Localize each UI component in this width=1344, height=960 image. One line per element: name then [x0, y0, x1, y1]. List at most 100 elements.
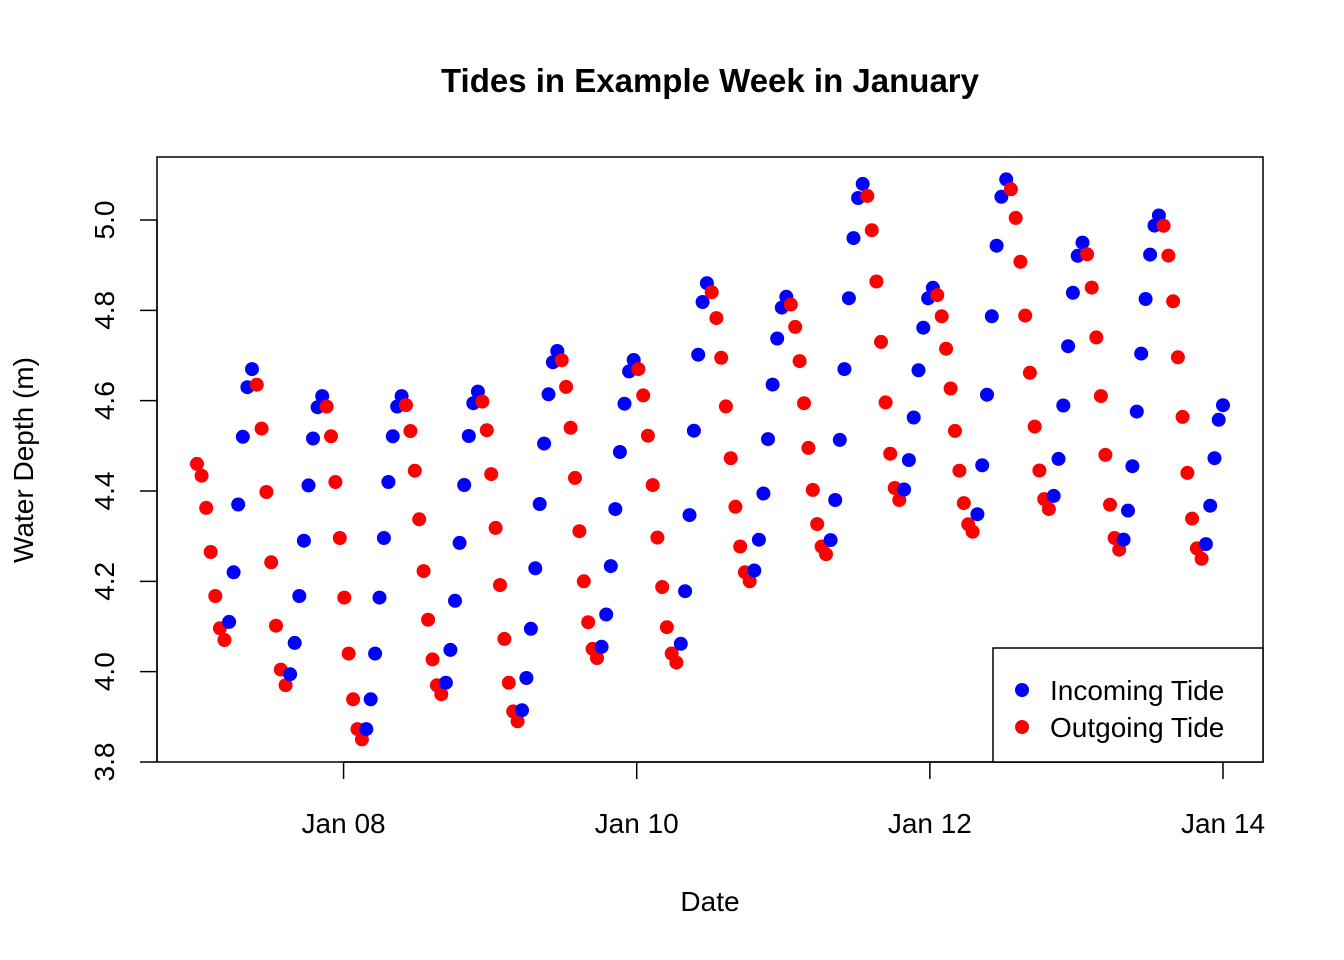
- y-tick-label: 5.0: [89, 201, 120, 240]
- incoming-tide-point: [980, 387, 994, 402]
- incoming-tide-segment: [970, 172, 1014, 522]
- outgoing-tide-point: [554, 353, 569, 368]
- outgoing-tide-segment: [1156, 218, 1209, 566]
- incoming-tide-point: [443, 642, 458, 657]
- outgoing-tide-point: [934, 309, 949, 324]
- outgoing-tide-point: [337, 590, 352, 605]
- outgoing-tide-segment: [249, 377, 293, 693]
- outgoing-tide-point: [493, 578, 507, 593]
- outgoing-tide-point: [1027, 419, 1042, 434]
- outgoing-tide-point: [965, 524, 980, 539]
- outgoing-tide-point: [1022, 365, 1037, 380]
- incoming-tide-point: [770, 331, 785, 346]
- outgoing-tide-point: [1093, 389, 1108, 404]
- outgoing-tide-point: [194, 468, 209, 483]
- outgoing-tide-point: [723, 451, 738, 466]
- outgoing-tide-point: [797, 396, 811, 411]
- incoming-tide-point: [1116, 532, 1131, 547]
- outgoing-tide-point: [810, 517, 825, 532]
- incoming-tide-segment: [1198, 398, 1230, 552]
- outgoing-tide-point: [714, 350, 729, 365]
- incoming-tide-point: [686, 423, 701, 438]
- outgoing-tide-point: [943, 381, 958, 396]
- incoming-tide-point: [906, 410, 921, 425]
- incoming-tide-point: [461, 429, 476, 443]
- incoming-tide-point: [1056, 398, 1071, 413]
- incoming-tide-point: [984, 309, 999, 324]
- outgoing-tide-point: [1103, 497, 1117, 512]
- outgoing-tide-segment: [1003, 182, 1056, 517]
- incoming-tide-point: [537, 436, 552, 451]
- incoming-tide-point: [678, 584, 693, 599]
- outgoing-tide-point: [407, 463, 422, 478]
- incoming-tide-point: [381, 475, 396, 489]
- outgoing-tide-point: [869, 274, 884, 289]
- outgoing-tide-segment: [783, 297, 833, 562]
- incoming-tide-point: [673, 636, 688, 651]
- incoming-tide-point: [761, 432, 775, 447]
- outgoing-tide-point: [1098, 447, 1113, 462]
- outgoing-tide-point: [728, 499, 743, 514]
- outgoing-tide-point: [346, 692, 361, 707]
- incoming-tide-point: [1198, 537, 1213, 552]
- outgoing-tide-point: [497, 631, 512, 646]
- incoming-tide-point: [376, 531, 391, 545]
- incoming-tide-point: [235, 429, 250, 444]
- incoming-tide-segment: [283, 389, 330, 682]
- outgoing-tide-point: [1018, 308, 1033, 323]
- outgoing-tide-point: [249, 377, 264, 392]
- outgoing-tide-point: [883, 446, 898, 461]
- outgoing-tide-point: [645, 478, 660, 493]
- legend-box: [992, 647, 1264, 763]
- x-tick-label: Jan 10: [595, 808, 679, 839]
- legend-marker-outgoing: [1015, 720, 1029, 734]
- outgoing-tide-point: [1041, 502, 1056, 517]
- incoming-tide-point: [226, 565, 241, 580]
- outgoing-tide-segment: [475, 394, 525, 729]
- outgoing-tide-point: [874, 334, 888, 349]
- incoming-tide-point: [1207, 451, 1222, 466]
- incoming-tide-point: [292, 589, 307, 603]
- outgoing-tide-segment: [860, 188, 907, 507]
- incoming-tide-point: [1125, 459, 1140, 474]
- outgoing-tide-point: [581, 615, 596, 630]
- incoming-tide-segment: [222, 362, 259, 629]
- outgoing-tide-point: [631, 362, 646, 377]
- incoming-tide-point: [608, 502, 623, 517]
- incoming-tide-segment: [515, 344, 565, 718]
- outgoing-tide-point: [878, 395, 893, 410]
- incoming-tide-point: [612, 445, 627, 459]
- incoming-tide-point: [523, 621, 538, 636]
- outgoing-tide-point: [1013, 254, 1028, 269]
- incoming-tide-point: [301, 478, 316, 493]
- outgoing-tide-segment: [631, 362, 684, 670]
- incoming-tide-point: [695, 295, 710, 309]
- outgoing-tide-segment: [399, 398, 449, 702]
- incoming-tide-point: [1211, 412, 1226, 427]
- incoming-tide-point: [438, 675, 453, 690]
- outgoing-tide-point: [1166, 294, 1181, 309]
- incoming-tide-point: [385, 429, 400, 444]
- outgoing-tide-point: [709, 311, 724, 326]
- incoming-tide-point: [283, 667, 298, 682]
- outgoing-tide-point: [412, 512, 427, 527]
- outgoing-tide-point: [704, 285, 719, 300]
- y-tick-label: 3.8: [89, 743, 120, 782]
- outgoing-tide-segment: [554, 353, 604, 666]
- x-axis-label: Date: [680, 886, 739, 917]
- outgoing-tide-point: [860, 188, 875, 203]
- incoming-tide-segment: [747, 289, 794, 578]
- outgoing-tide-point: [718, 399, 733, 414]
- incoming-tide-point: [231, 497, 246, 512]
- outgoing-tide-point: [479, 423, 494, 438]
- outgoing-tide-point: [1003, 182, 1018, 197]
- outgoing-tide-point: [650, 530, 665, 545]
- outgoing-tide-point: [278, 678, 293, 693]
- outgoing-tide-segment: [319, 399, 369, 747]
- incoming-tide-point: [765, 377, 780, 392]
- outgoing-tide-point: [332, 531, 347, 545]
- incoming-tide-point: [617, 396, 632, 411]
- outgoing-tide-point: [952, 463, 967, 478]
- outgoing-tide-point: [659, 620, 674, 635]
- incoming-tide-point: [989, 238, 1004, 253]
